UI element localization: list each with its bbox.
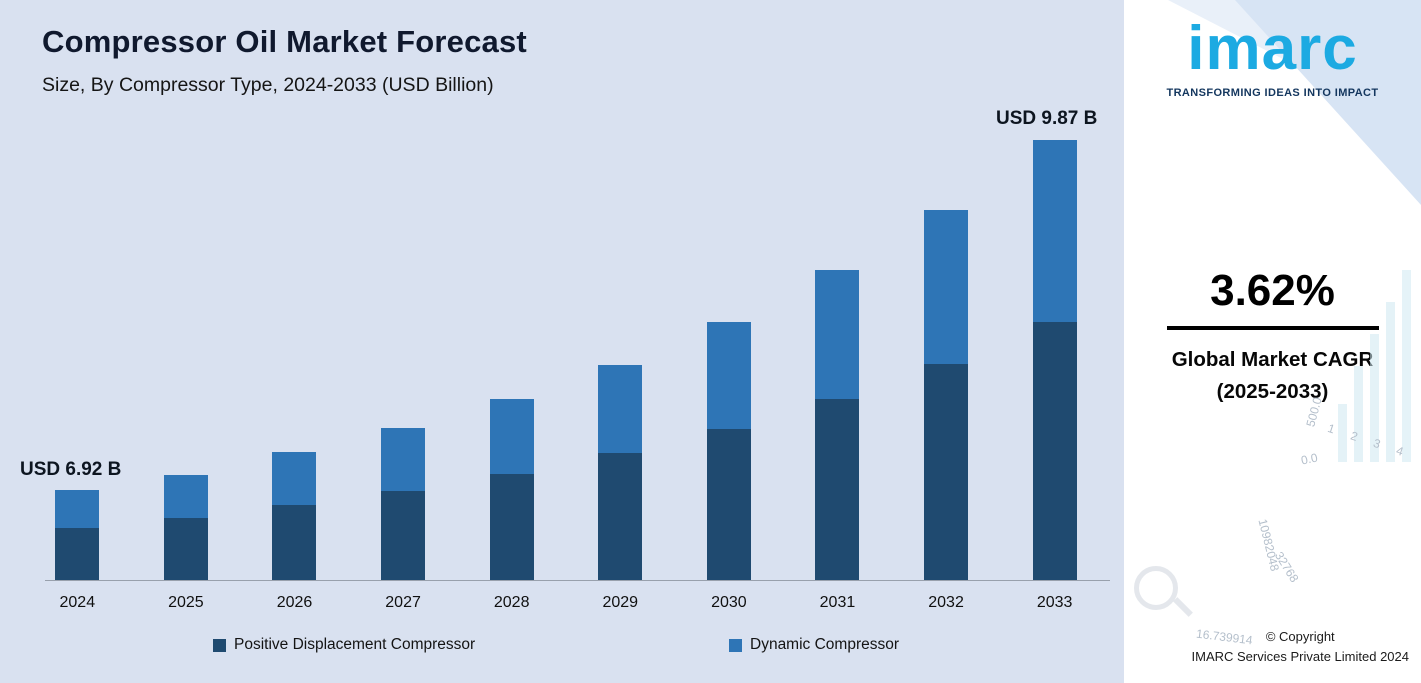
- bar-column-2029: [566, 140, 675, 580]
- x-axis-labels: 2024 2025 2026 2027 2028 2029 2030 2031 2032 2033: [23, 594, 1109, 612]
- bar-column-2033: [1000, 140, 1109, 580]
- bar-segment-positive-displacement: [272, 505, 317, 580]
- bar-column-2027: [349, 140, 458, 580]
- decorative-mini-bar-chart: [1338, 266, 1411, 462]
- bar-segment-dynamic: [55, 490, 100, 528]
- x-axis-label-2024: 2024: [59, 594, 96, 611]
- page-subtitle: Size, By Compressor Type, 2024-2033 (USD…: [42, 74, 494, 96]
- x-axis-label-2027: 2027: [385, 594, 421, 611]
- stacked-bar-2025: [163, 475, 208, 580]
- legend-marker-dynamic: [729, 638, 742, 652]
- cagr-value: 3.62%: [1210, 266, 1335, 315]
- bar-segment-positive-displacement: [489, 474, 534, 580]
- x-axis-label-2026: 2026: [276, 594, 313, 611]
- cagr-underline: [1166, 326, 1379, 330]
- x-axis-label-2032: 2032: [928, 594, 964, 611]
- bar-segment-dynamic: [381, 428, 426, 491]
- legend-item-positive-displacement: Positive Displacement Compressor: [213, 636, 475, 654]
- legend-item-dynamic: Dynamic Compressor: [729, 636, 899, 654]
- annotation-2033-total: USD 9.87 B: [996, 108, 1098, 129]
- bar-segment-positive-displacement: [706, 429, 751, 580]
- stacked-bar-2032: [924, 210, 969, 580]
- bar-column-2030: [675, 140, 784, 580]
- chart-area: Compressor Oil Market Forecast Size, By …: [20, 24, 1110, 654]
- bar-segment-positive-displacement: [598, 453, 643, 580]
- bar-segment-dynamic: [163, 475, 208, 518]
- cagr-block: 3.62% Global Market CAGR (2025-2033): [1124, 266, 1421, 408]
- stacked-bar-2031: [815, 270, 860, 580]
- imarc-logo-tagline: TRANSFORMING IDEAS INTO IMPACT: [1166, 87, 1379, 100]
- bar-column-2025: [132, 140, 241, 580]
- bar-segment-positive-displacement: [163, 518, 208, 580]
- x-axis-label-2025: 2025: [168, 594, 204, 611]
- bar-column-2032: [892, 140, 1001, 580]
- imarc-logo: imarc TRANSFORMING IDEAS INTO IMPACT: [1124, 16, 1421, 99]
- copyright-notice: © Copyright IMARC Services Private Limit…: [1192, 627, 1409, 667]
- bar-segment-dynamic: [706, 322, 751, 429]
- stacked-bar-2033: [1032, 140, 1077, 580]
- bar-segment-dynamic: [598, 365, 643, 453]
- cagr-label: Global Market CAGR (2025-2033): [1124, 344, 1421, 408]
- stacked-bar-plot: [23, 140, 1109, 580]
- bar-column-2024: [23, 140, 132, 580]
- bar-column-2031: [783, 140, 892, 580]
- bar-segment-dynamic: [815, 270, 860, 399]
- legend-label: Dynamic Compressor: [750, 636, 900, 653]
- x-axis-line: [45, 580, 1110, 581]
- bar-segment-positive-displacement: [924, 364, 969, 580]
- cagr-label-line1: Global Market CAGR: [1171, 348, 1374, 371]
- bar-segment-dynamic: [272, 452, 317, 505]
- cagr-label-line2: (2025-2033): [1216, 379, 1329, 403]
- stacked-bar-2027: [381, 428, 426, 580]
- legend-marker-positive-displacement: [213, 638, 226, 652]
- annotation-2024-total: USD 6.92 B: [20, 459, 122, 480]
- stacked-bar-2028: [489, 399, 534, 580]
- page-title: Compressor Oil Market Forecast: [42, 24, 527, 59]
- x-axis-label-2033: 2033: [1036, 594, 1073, 611]
- bar-column-2028: [457, 140, 566, 580]
- stacked-bar-2026: [272, 452, 317, 580]
- bar-segment-dynamic: [1032, 140, 1077, 322]
- bar-segment-positive-displacement: [815, 399, 860, 580]
- bar-column-2026: [240, 140, 349, 580]
- bar-segment-dynamic: [924, 210, 969, 364]
- x-axis-label-2030: 2030: [711, 594, 747, 611]
- legend-label: Positive Displacement Compressor: [234, 636, 476, 653]
- stacked-bar-2029: [598, 365, 643, 580]
- imarc-logo-text: imarc: [1187, 14, 1358, 83]
- bar-segment-positive-displacement: [381, 491, 426, 580]
- stacked-bar-2030: [706, 322, 751, 580]
- bar-segment-positive-displacement: [55, 528, 100, 580]
- bar-segment-positive-displacement: [1032, 322, 1077, 580]
- x-axis-label-2031: 2031: [819, 594, 856, 611]
- stacked-bar-2024: [55, 490, 100, 580]
- x-axis-label-2028: 2028: [493, 594, 530, 611]
- copyright-line2: IMARC Services Private Limited 2024: [1191, 648, 1409, 664]
- copyright-line1: © Copyright: [1265, 628, 1335, 644]
- magnifier-icon: [1134, 566, 1178, 610]
- bar-segment-dynamic: [489, 399, 534, 474]
- x-axis-label-2029: 2029: [602, 594, 639, 611]
